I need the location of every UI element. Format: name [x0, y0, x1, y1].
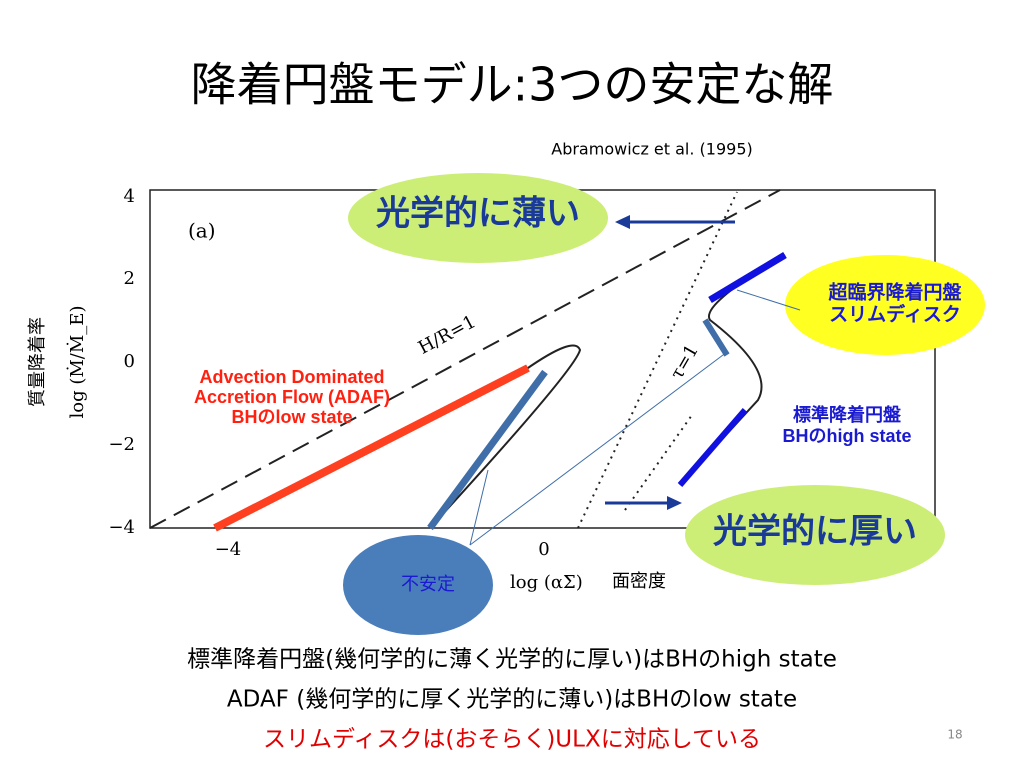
callout: 標準降着円盤: [793, 404, 902, 425]
callout: Accretion Flow (ADAF): [194, 387, 390, 407]
callout: スリムディスク: [829, 303, 961, 326]
y-tick-label: 4: [124, 186, 135, 207]
callout: BHのlow state: [231, 407, 352, 427]
unstable-branch: [427, 369, 548, 531]
x-axis-label-ja: 面密度: [612, 571, 666, 592]
note: ADAF (幾何学的に厚く光学的に薄い)はBHのlow state: [227, 687, 797, 713]
bubble: [348, 173, 608, 263]
x-axis-label: log (αΣ): [510, 572, 583, 593]
curve: [429, 344, 582, 529]
y-tick-label: 2: [124, 268, 135, 289]
title: 降着円盤モデル:3つの安定な解: [191, 58, 834, 112]
standard-branch: [677, 408, 748, 487]
hr-line: [149, 189, 781, 529]
callout: 光学的に薄い: [376, 194, 580, 234]
line-label: H/R=1: [415, 311, 479, 359]
arrowhead: [615, 215, 630, 229]
bubble: [343, 535, 493, 635]
note: スリムディスクは(おそらく)ULXに対応している: [263, 727, 761, 753]
y-tick-label: 0: [124, 351, 135, 372]
tau-line: [577, 191, 738, 529]
y-tick-label: −2: [108, 434, 135, 455]
bubble: [685, 485, 945, 585]
unstable-branch: [702, 318, 730, 357]
adaf-branch: [213, 364, 530, 532]
callout: Advection Dominated: [199, 367, 384, 387]
notes: 標準降着円盤(幾何学的に薄く光学的に厚い)はBHのhigh state ADAF…: [187, 647, 837, 753]
callout: 光学的に厚い: [713, 512, 917, 552]
callouts: 光学的に薄い 超臨界降着円盤 スリムディスク Advection Dominat…: [194, 173, 985, 635]
x-tick-label: −4: [215, 539, 242, 560]
callout: 超臨界降着円盤: [827, 281, 962, 304]
panel-label: (a): [188, 219, 216, 243]
plot: [149, 189, 936, 532]
note: 標準降着円盤(幾何学的に薄く光学的に厚い)はBHのhigh state: [187, 647, 837, 673]
pointer: [469, 469, 489, 546]
callout: BHのhigh state: [782, 426, 911, 446]
bubble: [785, 255, 985, 355]
tau-line: [624, 414, 693, 511]
pointer: [736, 289, 801, 311]
x-tick-label: 0: [538, 539, 549, 560]
line-label: τ=1: [666, 341, 702, 383]
callout: 不安定: [401, 574, 455, 595]
citation: Abramowicz et al. (1995): [551, 140, 753, 159]
arrowhead: [667, 496, 682, 510]
slim-branch: [708, 251, 787, 304]
page-number: 18: [947, 728, 962, 742]
pointer: [469, 351, 728, 546]
y-tick-label: −4: [108, 517, 135, 538]
y-axis-label: log (Ṁ/Ṁ_E): [65, 306, 88, 419]
y-axis-label-ja: 質量降着率: [27, 317, 48, 407]
